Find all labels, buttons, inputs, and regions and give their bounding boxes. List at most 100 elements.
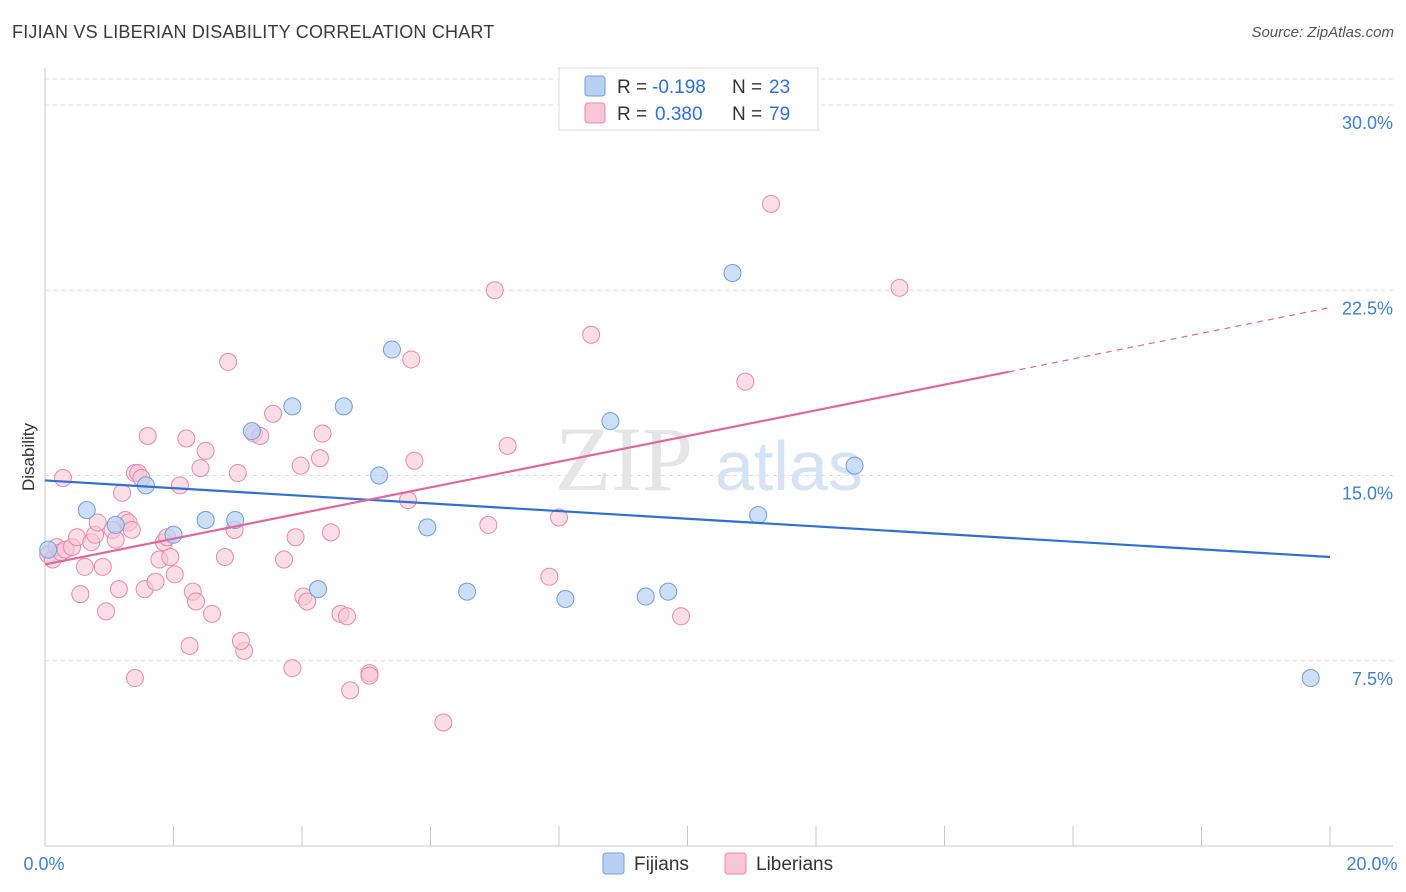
liberian-n-label: N = <box>732 104 762 125</box>
liberian-legend-swatch <box>584 102 606 124</box>
liberian-point <box>231 632 250 651</box>
fijian-legend-swatch <box>584 75 606 97</box>
fijian-r-label: R = <box>617 77 647 98</box>
y-tick-label: 22.5% <box>1342 298 1393 318</box>
liberian-point <box>138 427 157 446</box>
fijian-point <box>39 540 58 559</box>
fijians-legend-label: Fijians <box>634 854 689 875</box>
fijian-point <box>636 587 655 606</box>
y-tick-label: 7.5% <box>1352 669 1393 689</box>
x-tick-label-min: 0.0% <box>23 854 64 874</box>
liberians-legend-swatch <box>724 852 747 875</box>
liberian-point <box>360 666 379 685</box>
fijian-point <box>659 582 678 601</box>
liberian-point <box>485 281 504 300</box>
liberian-point <box>550 508 568 527</box>
fijian-n-value: 23 <box>769 77 790 98</box>
liberian-point <box>219 352 238 371</box>
liberian-point <box>109 580 128 599</box>
liberian-point <box>53 468 72 487</box>
liberian-r-value: 0.380 <box>655 104 703 125</box>
liberian-point <box>165 565 184 584</box>
fijian-point <box>723 263 742 282</box>
liberian-point <box>146 572 165 591</box>
liberian-point <box>113 483 132 502</box>
chart-title: FIJIAN VS LIBERIAN DISABILITY CORRELATIO… <box>12 22 495 42</box>
liberian-point <box>177 429 196 448</box>
liberian-point <box>122 520 141 539</box>
y-tick-label: 15.0% <box>1342 484 1393 504</box>
liberian-point <box>275 550 294 569</box>
fijian-point <box>334 397 353 416</box>
liberian-point <box>405 451 424 470</box>
liberian-point <box>161 548 180 567</box>
series-legend: Fijians Liberians <box>602 852 833 875</box>
liberian-point <box>170 476 189 495</box>
fijian-trend-line <box>44 479 1331 559</box>
fijian-point <box>601 412 620 431</box>
x-tick-marks <box>44 826 1331 846</box>
fijian-points <box>39 263 1320 688</box>
liberian-point <box>313 424 332 443</box>
liberian-point <box>736 372 755 391</box>
liberian-point <box>672 607 691 626</box>
fijian-point <box>309 580 328 599</box>
fijian-point <box>749 506 768 525</box>
liberian-point <box>540 567 559 586</box>
liberian-point <box>298 592 317 611</box>
liberian-point <box>762 194 781 213</box>
liberian-point <box>286 528 305 547</box>
fijian-point <box>226 510 245 529</box>
liberian-point <box>71 585 90 604</box>
x-tick-label-max: 20.0% <box>1346 854 1397 874</box>
liberians-legend-label: Liberians <box>756 854 833 875</box>
y-tick-label: 30.0% <box>1342 113 1393 133</box>
liberian-point <box>479 515 498 534</box>
watermark-atlas: atlas <box>715 427 863 505</box>
liberian-point <box>291 456 310 475</box>
fijian-point <box>418 518 437 537</box>
liberian-point <box>321 523 340 542</box>
fijian-point <box>370 466 389 485</box>
liberian-point <box>97 602 116 621</box>
fijian-point <box>1301 669 1320 688</box>
fijian-point <box>242 422 261 441</box>
liberian-point <box>402 350 421 369</box>
liberian-point <box>180 636 199 655</box>
liberian-point <box>88 513 107 532</box>
fijians-legend-swatch <box>602 852 625 875</box>
liberian-point <box>196 441 215 460</box>
liberian-point <box>337 607 356 626</box>
fijian-point <box>283 397 302 416</box>
liberian-point <box>228 464 247 483</box>
liberian-point <box>75 557 94 576</box>
fijian-point <box>77 501 96 520</box>
liberian-r-label: R = <box>617 104 647 125</box>
fijian-point <box>196 510 215 529</box>
liberian-point <box>341 681 360 700</box>
liberian-points <box>39 194 909 732</box>
liberian-point <box>186 592 205 611</box>
stats-legend: R = -0.198 N = 23 R = 0.380 N = 79 <box>558 67 819 131</box>
fijian-point <box>458 582 477 601</box>
liberian-point <box>582 325 601 344</box>
fijian-point <box>382 340 401 359</box>
liberian-point <box>191 459 210 478</box>
liberian-trend-extension <box>1008 306 1331 373</box>
fijian-n-label: N = <box>732 77 762 98</box>
liberian-n-value: 79 <box>769 104 790 125</box>
trend-lines <box>44 306 1331 566</box>
y-tick-labels: 7.5% 15.0% 22.5% 30.0% <box>1342 113 1393 689</box>
liberian-point <box>283 659 302 678</box>
liberian-point <box>93 557 112 576</box>
fijian-r-value: -0.198 <box>652 77 706 98</box>
fijian-point <box>556 590 575 609</box>
liberian-point <box>310 449 329 468</box>
liberian-point <box>264 404 283 423</box>
liberian-point <box>498 436 517 455</box>
fijian-point <box>845 456 864 475</box>
liberian-point <box>434 713 453 732</box>
liberian-point <box>125 669 144 688</box>
liberian-point <box>890 278 909 297</box>
source-label: Source: ZipAtlas.com <box>1251 24 1394 41</box>
